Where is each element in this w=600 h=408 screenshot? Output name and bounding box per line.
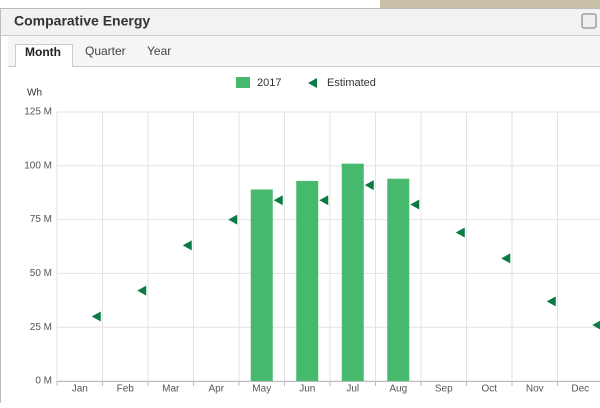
- tab[interactable]: Year: [147, 44, 171, 58]
- bar: [387, 179, 409, 381]
- x-tick-label: Nov: [526, 384, 544, 395]
- y-axis-label: Wh: [27, 88, 42, 99]
- legend-label: Estimated: [327, 77, 376, 89]
- x-tick-label: Dec: [571, 384, 589, 395]
- legend-swatch: [236, 77, 250, 88]
- widget: Comparative Energy Month Quarter Year Wh…: [0, 0, 600, 403]
- bar: [296, 181, 318, 381]
- y-tick-label: 75 M: [30, 214, 52, 225]
- y-tick-label: 100 M: [24, 160, 52, 171]
- page: Comparative Energy Month Quarter Year Wh…: [0, 0, 600, 403]
- x-tick-label: Jul: [346, 384, 359, 395]
- x-tick-label: Mar: [162, 384, 180, 395]
- bar: [251, 189, 273, 381]
- x-tick-label: Sep: [435, 384, 453, 395]
- y-tick-label: 50 M: [30, 268, 52, 279]
- x-tick-label: Aug: [389, 384, 407, 395]
- x-tick-label: Feb: [117, 384, 135, 395]
- x-tick-label: Jun: [299, 384, 315, 395]
- bar: [342, 164, 364, 381]
- tab[interactable]: Quarter: [85, 44, 126, 58]
- export-icon[interactable]: [582, 14, 596, 28]
- y-tick-label: 125 M: [24, 107, 52, 118]
- y-tick-label: 0 M: [35, 376, 52, 387]
- x-tick-label: Apr: [208, 384, 224, 395]
- y-tick-label: 25 M: [30, 322, 52, 333]
- tab[interactable]: Month: [25, 45, 61, 59]
- legend-label: 2017: [257, 77, 281, 89]
- x-tick-label: Jan: [72, 384, 88, 395]
- header-title: Comparative Energy: [14, 13, 150, 29]
- x-tick-label: May: [252, 384, 271, 395]
- x-tick-label: Oct: [481, 384, 497, 395]
